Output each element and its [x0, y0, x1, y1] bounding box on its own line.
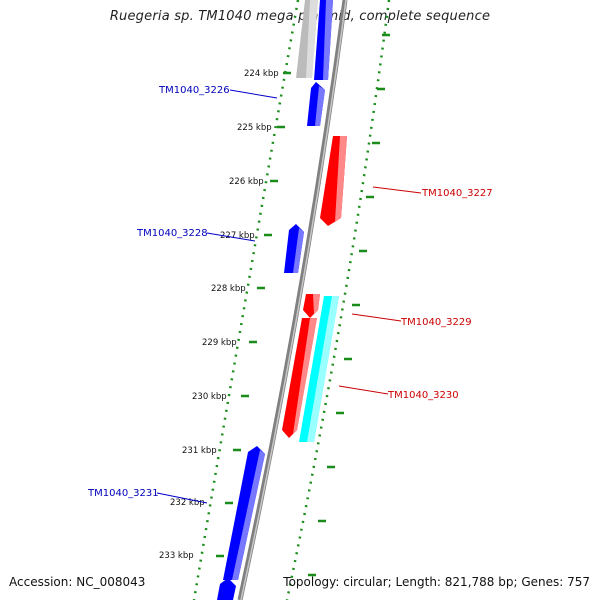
- tick-label-230: 230 kbp: [192, 392, 227, 402]
- backbone-ring: [237, 0, 348, 600]
- tick-label-224: 224 kbp: [244, 69, 279, 79]
- reverse-gene-bottom: [217, 578, 236, 600]
- connector-3227: [372, 186, 422, 194]
- outer-ruler-ticks: [308, 33, 390, 577]
- map-title: Ruegeria sp. TM1040 mega plasmid, comple…: [109, 9, 491, 24]
- tick-label-233: 233 kbp: [159, 551, 194, 561]
- tick-label-225: 225 kbp: [237, 123, 272, 133]
- tick-label-226: 226 kbp: [229, 177, 264, 187]
- connector-3228: [206, 232, 256, 242]
- tick-label-232: 232 kbp: [170, 498, 205, 508]
- gene-label-3229[interactable]: TM1040_3229: [400, 317, 472, 328]
- tick-label-227: 227 kbp: [220, 231, 255, 241]
- accession-text: Accession: NC_008043: [9, 575, 146, 589]
- ruler-ticks: [216, 71, 291, 558]
- gene-label-3228[interactable]: TM1040_3228: [136, 228, 208, 239]
- gene-label-3230[interactable]: TM1040_3230: [387, 390, 459, 401]
- topology-text: Topology: circular; Length: 821,788 bp; …: [283, 575, 590, 589]
- connector-3226: [229, 89, 278, 99]
- tick-label-229: 229 kbp: [202, 338, 237, 348]
- gene-label-3226[interactable]: TM1040_3226: [158, 85, 230, 96]
- connector-3230: [338, 385, 389, 395]
- tick-label-231: 231 kbp: [182, 446, 217, 456]
- connector-3231: [156, 492, 208, 504]
- gene-label-3227[interactable]: TM1040_3227: [421, 188, 493, 199]
- connector-3229: [351, 313, 402, 322]
- tick-label-228: 228 kbp: [211, 284, 246, 294]
- gene-label-3231[interactable]: TM1040_3231: [87, 488, 159, 499]
- inner-dotted-ring: [192, 0, 300, 600]
